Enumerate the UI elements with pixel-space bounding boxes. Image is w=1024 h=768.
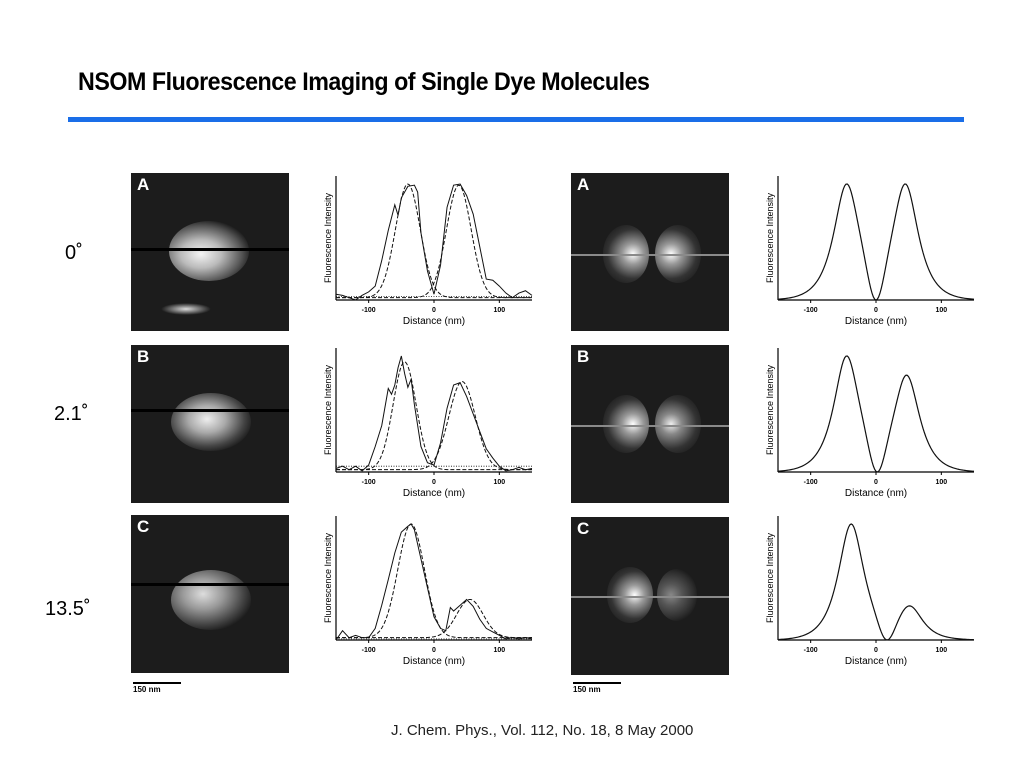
svg-text:0: 0 [874, 307, 878, 314]
experimental-image-c: C [131, 515, 289, 673]
svg-text:-100: -100 [804, 647, 818, 654]
panel-label: A [137, 175, 150, 194]
simulated-image-a: A [571, 173, 729, 331]
svg-text:-100: -100 [804, 307, 818, 314]
experimental-image-b: B [131, 345, 289, 503]
svg-text:0: 0 [432, 479, 436, 486]
panel-label: A [577, 175, 590, 194]
svg-text:0: 0 [874, 647, 878, 654]
scan-line [571, 254, 729, 256]
simulated-profile-a: -100 0 100 Distance (nm) Fluorescence Intens… [762, 172, 977, 332]
svg-text:Fluorescence Intensity: Fluorescence Intensity [765, 532, 775, 623]
experimental-image-a: A [131, 173, 289, 331]
panel-label: C [577, 519, 590, 538]
svg-text:100: 100 [493, 647, 505, 654]
scale-bar-experimental: 150 nm [133, 682, 181, 694]
svg-text:-100: -100 [804, 479, 818, 486]
scan-line [571, 425, 729, 427]
scale-bar-simulated: 150 nm [573, 682, 621, 694]
svg-text:Fluorescence Intensity: Fluorescence Intensity [323, 364, 333, 455]
svg-text:0: 0 [432, 647, 436, 654]
svg-text:100: 100 [493, 307, 505, 314]
simulated-profile-c: -100 0 100 Distance (nm) Fluorescence Intens… [762, 512, 977, 672]
scan-line [131, 409, 289, 412]
svg-text:100: 100 [935, 307, 947, 314]
slide-title: NSOM Fluorescence Imaging of Single Dye … [78, 68, 650, 96]
svg-text:Distance (nm): Distance (nm) [845, 488, 907, 499]
svg-text:Fluorescence Intensity: Fluorescence Intensity [323, 192, 333, 283]
title-underline [68, 117, 964, 122]
svg-text:Distance (nm): Distance (nm) [403, 488, 465, 499]
scan-line [571, 596, 729, 598]
scan-line [131, 248, 289, 251]
simulated-image-c: C [571, 517, 729, 675]
simulated-image-b: B [571, 345, 729, 503]
simulated-profile-b: -100 0 100 Distance (nm) Fluorescence Intens… [762, 344, 977, 504]
experimental-profile-b: -100 0 100 Distance (nm) Fluorescence Intens… [320, 344, 535, 504]
svg-text:Distance (nm): Distance (nm) [845, 656, 907, 667]
panel-label: B [137, 347, 150, 366]
svg-text:Distance (nm): Distance (nm) [403, 316, 465, 327]
svg-text:-100: -100 [362, 307, 376, 314]
svg-text:100: 100 [935, 647, 947, 654]
panel-label: C [137, 517, 150, 536]
svg-text:-100: -100 [362, 647, 376, 654]
experimental-profile-a: -100 0 100 Distance (nm) Fluorescence Intens… [320, 172, 535, 332]
svg-text:Distance (nm): Distance (nm) [845, 316, 907, 327]
svg-text:Fluorescence Intensity: Fluorescence Intensity [765, 364, 775, 455]
svg-text:100: 100 [493, 479, 505, 486]
scan-line [131, 583, 289, 586]
experimental-profile-c: -100 0 100 Distance (nm) Fluorescence Intens… [320, 512, 535, 672]
svg-text:Fluorescence Intensity: Fluorescence Intensity [765, 192, 775, 283]
svg-text:Fluorescence Intensity: Fluorescence Intensity [323, 532, 333, 623]
panel-label: B [577, 347, 590, 366]
svg-text:0: 0 [432, 307, 436, 314]
citation: J. Chem. Phys., Vol. 112, No. 18, 8 May … [391, 722, 694, 739]
svg-text:100: 100 [935, 479, 947, 486]
svg-text:Distance (nm): Distance (nm) [403, 656, 465, 667]
svg-text:-100: -100 [362, 479, 376, 486]
angle-label-a: 0˚ [65, 242, 83, 264]
svg-text:0: 0 [874, 479, 878, 486]
angle-label-b: 2.1˚ [54, 403, 89, 425]
angle-label-c: 13.5˚ [45, 598, 91, 620]
